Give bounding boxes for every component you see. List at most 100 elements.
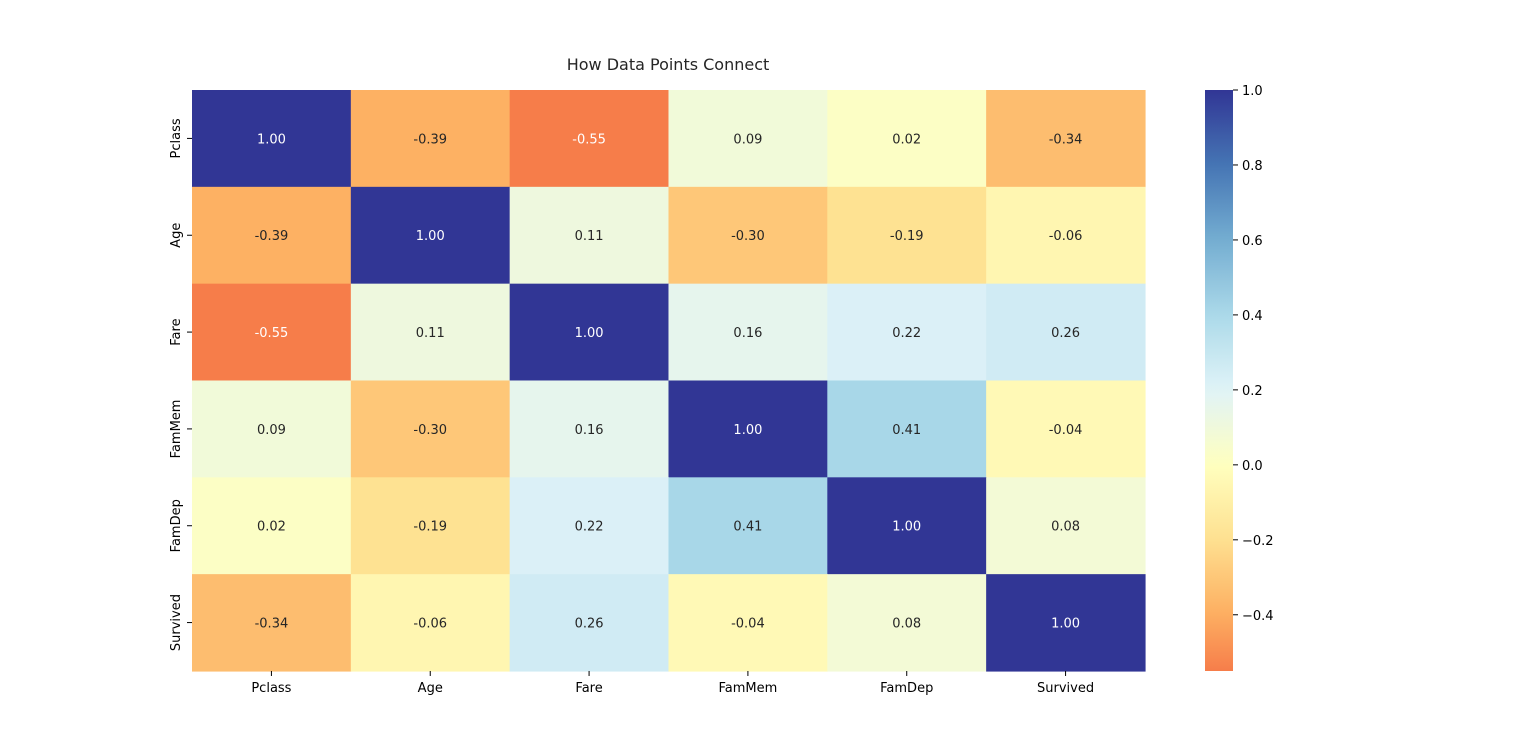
heatmap-cell <box>350 90 511 188</box>
cell-value-label: 0.22 <box>892 326 921 341</box>
cell-value-label: 0.08 <box>1051 520 1080 535</box>
heatmap-cell <box>192 574 352 672</box>
cell-value-label: -0.30 <box>413 423 447 438</box>
heatmap-cells <box>192 90 1146 672</box>
heatmap-cell <box>668 477 828 575</box>
y-tick-label: Fare <box>169 318 184 345</box>
cell-value-label: 1.00 <box>733 423 762 438</box>
colorbar-tick-label: 0.0 <box>1242 459 1263 474</box>
x-tick-label: Age <box>418 681 443 696</box>
colorbar-tick-label: −0.2 <box>1242 534 1274 549</box>
heatmap-cell <box>827 90 987 188</box>
cell-value-label: 1.00 <box>416 229 445 244</box>
heatmap-cell <box>192 90 352 188</box>
cell-value-label: 0.08 <box>892 617 921 632</box>
cell-value-label: 0.26 <box>1051 326 1080 341</box>
heatmap-cell <box>827 186 987 285</box>
colorbar-tick-label: 1.0 <box>1242 84 1263 99</box>
cell-value-label: -0.19 <box>413 520 447 535</box>
y-tick-label: FamMem <box>169 400 184 459</box>
chart-title: How Data Points Connect <box>567 55 770 74</box>
heatmap-cell <box>192 283 352 382</box>
heatmap-cell <box>350 283 511 382</box>
cell-value-label: 0.16 <box>575 423 604 438</box>
y-tick-label: Survived <box>169 594 184 651</box>
cell-value-label: -0.19 <box>890 229 924 244</box>
heatmap-cell <box>668 90 828 188</box>
heatmap-cell <box>192 380 352 478</box>
heatmap-cell <box>192 186 352 285</box>
heatmap-cell <box>350 574 511 672</box>
heatmap-cell <box>986 186 1146 285</box>
cell-value-label: -0.06 <box>413 617 447 632</box>
colorbar-tick-label: 0.6 <box>1242 234 1263 249</box>
cell-value-label: 1.00 <box>257 132 286 147</box>
heatmap-cell <box>827 380 987 478</box>
heatmap-cell <box>350 380 511 478</box>
heatmap-cell <box>986 477 1146 575</box>
heatmap-cell <box>509 574 670 672</box>
heatmap-cell <box>509 380 670 478</box>
cell-value-label: -0.30 <box>731 229 765 244</box>
cell-value-label: 1.00 <box>892 520 921 535</box>
x-tick-label: Fare <box>575 681 602 696</box>
cell-value-label: 0.41 <box>733 520 762 535</box>
cell-value-label: 1.00 <box>1051 617 1080 632</box>
heatmap-cell <box>986 90 1146 188</box>
cell-value-label: 0.26 <box>575 617 604 632</box>
cell-value-label: -0.04 <box>1049 423 1083 438</box>
cell-value-label: -0.06 <box>1049 229 1083 244</box>
cell-value-label: -0.55 <box>572 132 606 147</box>
cell-value-label: -0.39 <box>255 229 289 244</box>
cell-value-label: 1.00 <box>575 326 604 341</box>
y-tick-label: FamDep <box>169 499 184 552</box>
cell-value-label: 0.22 <box>575 520 604 535</box>
colorbar-tick-label: 0.2 <box>1242 384 1263 399</box>
cell-value-label: -0.34 <box>1049 132 1083 147</box>
heatmap-cell <box>986 574 1146 672</box>
heatmap-cell <box>509 477 670 575</box>
cell-value-label: 0.41 <box>892 423 921 438</box>
cell-value-label: 0.02 <box>892 132 921 147</box>
heatmap-cell <box>986 380 1146 478</box>
cell-value-label: -0.34 <box>255 617 289 632</box>
heatmap-cell <box>668 283 828 382</box>
heatmap-cell <box>986 283 1146 382</box>
colorbar-tick-label: 0.8 <box>1242 159 1263 174</box>
heatmap-cell <box>509 186 670 285</box>
x-tick-label: FamMem <box>719 681 778 696</box>
heatmap-cell <box>668 574 828 672</box>
heatmap-cell <box>350 477 511 575</box>
heatmap-cell <box>668 380 828 478</box>
heatmap-cell <box>827 283 987 382</box>
y-axis: Pclass Age Fare FamMem FamDep Survived <box>169 118 192 651</box>
x-tick-label: Survived <box>1037 681 1094 696</box>
colorbar-tick-label: −0.4 <box>1242 609 1274 624</box>
cell-value-label: -0.55 <box>255 326 289 341</box>
heatmap-cell <box>192 477 352 575</box>
y-tick-label: Age <box>169 223 184 248</box>
cell-value-label: 0.16 <box>733 326 762 341</box>
x-axis: Pclass Age Fare FamMem FamDep Survived <box>251 670 1094 696</box>
cell-value-label: -0.04 <box>731 617 765 632</box>
cell-value-label: 0.11 <box>416 326 445 341</box>
cell-value-label: 0.09 <box>257 423 286 438</box>
colorbar <box>1205 90 1233 671</box>
cell-value-label: 0.11 <box>575 229 604 244</box>
heatmap-cell <box>509 90 670 188</box>
heatmap-cell <box>827 477 987 575</box>
y-tick-label: Pclass <box>169 118 184 158</box>
colorbar-tick-label: 0.4 <box>1242 309 1263 324</box>
heatmap-cell <box>827 574 987 672</box>
heatmap-cell-labels: 1.00 -0.39 -0.55 0.09 0.02 -0.34 -0.39 1.00 0.11… <box>255 132 1083 631</box>
x-tick-label: FamDep <box>880 681 933 696</box>
heatmap-cell <box>509 283 670 382</box>
x-tick-label: Pclass <box>251 681 291 696</box>
heatmap-cell <box>668 186 828 285</box>
colorbar-axis: 1.0 0.8 0.6 0.4 0.2 0.0 −0.2 −0.4 <box>1233 84 1274 624</box>
cell-value-label: -0.39 <box>413 132 447 147</box>
cell-value-label: 0.09 <box>733 132 762 147</box>
cell-value-label: 0.02 <box>257 520 286 535</box>
heatmap-cell <box>350 186 511 285</box>
